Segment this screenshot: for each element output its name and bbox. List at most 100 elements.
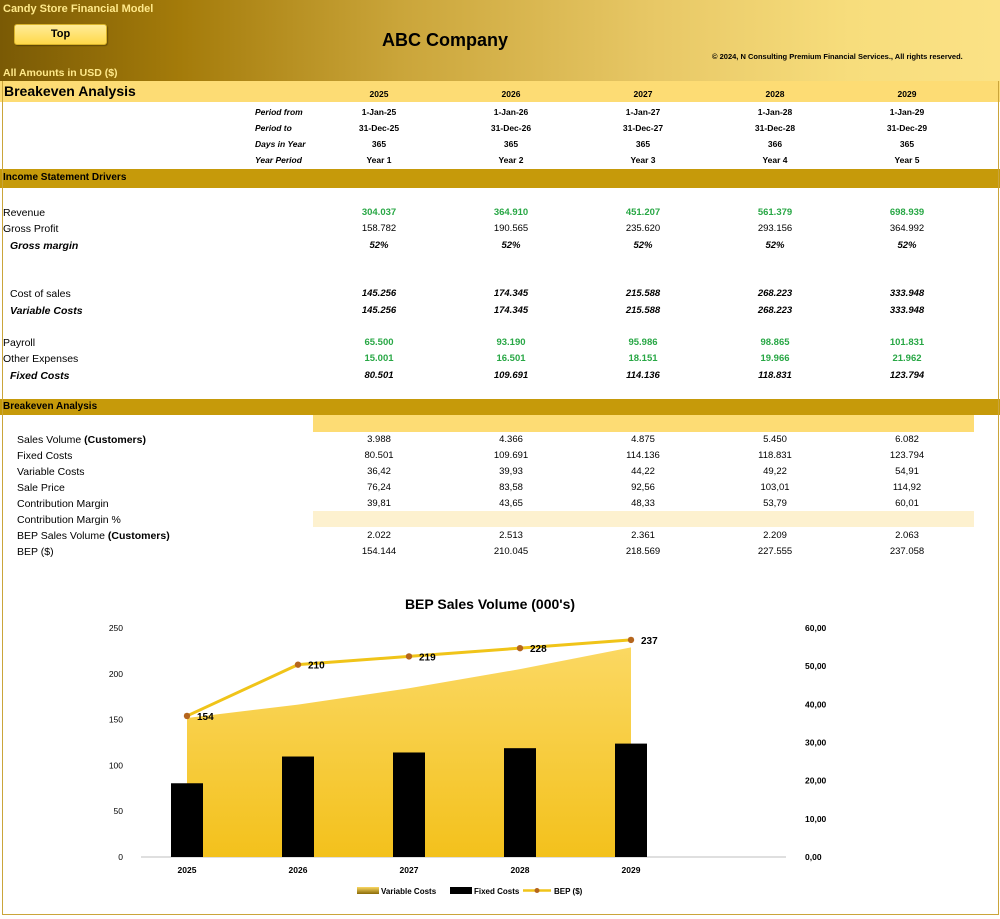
period-value: Year 1 bbox=[366, 155, 392, 165]
header-banner: Candy Store Financial Model Top ABC Comp… bbox=[0, 0, 1000, 81]
driver-row-label: Revenue bbox=[3, 207, 46, 219]
bea-value: 2.063 bbox=[895, 530, 919, 541]
bea-value: 218.569 bbox=[625, 546, 661, 557]
driver-value: 145.256 bbox=[361, 288, 397, 299]
driver-value: 268.223 bbox=[757, 305, 793, 316]
fixed-costs-bar bbox=[615, 743, 647, 857]
y-right-tick-label: 60,00 bbox=[805, 623, 827, 633]
driver-value: 215.588 bbox=[625, 288, 661, 299]
bea-row-label-text: Fixed Costs bbox=[17, 450, 73, 462]
driver-value: 333.948 bbox=[889, 288, 925, 299]
bea-value: 103,01 bbox=[760, 482, 790, 493]
x-category-label: 2029 bbox=[622, 865, 641, 875]
bea-value: 114.136 bbox=[626, 450, 660, 461]
driver-value: 101.831 bbox=[889, 337, 925, 348]
y-left-tick-label: 250 bbox=[109, 623, 123, 633]
period-value: 365 bbox=[371, 139, 387, 149]
bea-value: 43,65 bbox=[499, 498, 523, 509]
driver-value: 114.136 bbox=[626, 370, 660, 381]
driver-value: 158.782 bbox=[361, 223, 397, 234]
fixed-costs-bar bbox=[282, 756, 314, 857]
bep-data-label: 237 bbox=[641, 636, 658, 647]
chart-title: BEP Sales Volume (000's) bbox=[404, 596, 576, 612]
bea-value: 2.513 bbox=[499, 530, 523, 541]
x-category-label: 2027 bbox=[400, 865, 419, 875]
y-left-tick-label: 100 bbox=[109, 760, 123, 770]
bep-point bbox=[294, 661, 302, 668]
bea-value: 44,22 bbox=[631, 466, 655, 477]
legend-area-swatch bbox=[357, 887, 379, 894]
bea-value: 210.045 bbox=[493, 546, 529, 557]
bea-row-label-text: Sales Volume bbox=[17, 434, 85, 446]
driver-value: 561.379 bbox=[757, 207, 793, 218]
legend-label-variable: Variable Costs bbox=[381, 887, 437, 896]
company-name: ABC Company bbox=[381, 30, 508, 50]
legend-line-marker bbox=[534, 888, 540, 893]
driver-row-label: Gross Profit bbox=[3, 223, 59, 235]
variable-costs-area bbox=[187, 647, 631, 857]
bea-row-label: Contribution Margin bbox=[17, 498, 109, 510]
period-value: 31-Dec-27 bbox=[622, 123, 664, 133]
driver-value: 118.831 bbox=[758, 370, 792, 381]
bep-point bbox=[627, 636, 635, 644]
driver-value: 333.948 bbox=[889, 305, 925, 316]
bep-point bbox=[183, 712, 191, 720]
copyright-notice: © 2024, N Consulting Premium Financial S… bbox=[712, 52, 963, 61]
period-value: Year 5 bbox=[894, 155, 920, 165]
driver-value: 21.962 bbox=[892, 353, 922, 364]
bea-value: 2.022 bbox=[367, 530, 391, 541]
bea-year-header-band bbox=[313, 415, 974, 432]
breakeven-title-row: Breakeven Analysis bbox=[0, 81, 1000, 102]
driver-value: 52% bbox=[897, 240, 917, 251]
period-value: Year 2 bbox=[498, 155, 524, 165]
bea-row-label: Sales Volume (Customers) bbox=[17, 434, 146, 446]
bea-value: 48,33 bbox=[631, 498, 655, 509]
driver-value: 364.992 bbox=[889, 223, 925, 234]
driver-value: 174.345 bbox=[493, 288, 529, 299]
driver-value: 698.939 bbox=[889, 207, 925, 218]
bea-row-label-text: Contribution Margin bbox=[17, 498, 109, 510]
y-left-tick-label: 0 bbox=[118, 852, 123, 862]
driver-value: 235.620 bbox=[625, 223, 661, 234]
driver-row-label: Fixed Costs bbox=[10, 370, 70, 382]
legend-label-bep: BEP ($) bbox=[554, 887, 583, 896]
x-category-label: 2026 bbox=[289, 865, 308, 875]
section-title: Breakeven Analysis bbox=[3, 401, 98, 412]
bea-row-label-unit: (Customers) bbox=[84, 434, 146, 446]
driver-row-label: Variable Costs bbox=[10, 305, 83, 317]
bea-value: 92,56 bbox=[631, 482, 655, 493]
period-value: 1-Jan-29 bbox=[889, 107, 925, 117]
bea-value: 36,42 bbox=[367, 466, 391, 477]
bea-value: 4.875 bbox=[631, 434, 655, 445]
period-row-label: Year Period bbox=[255, 155, 302, 165]
bea-value: 76,24 bbox=[367, 482, 391, 493]
legend-label-fixed: Fixed Costs bbox=[474, 887, 520, 896]
driver-value: 145.256 bbox=[361, 305, 397, 316]
y-right-tick-label: 0,00 bbox=[805, 852, 822, 862]
driver-row-label: Gross margin bbox=[10, 240, 79, 252]
driver-value: 215.588 bbox=[625, 305, 661, 316]
top-button[interactable]: Top bbox=[14, 24, 107, 45]
bea-value: 3.988 bbox=[367, 434, 391, 445]
driver-value: 174.345 bbox=[493, 305, 529, 316]
bep-data-label: 154 bbox=[197, 712, 214, 723]
bea-row-label-unit: (Customers) bbox=[107, 530, 170, 542]
bea-value: 118.831 bbox=[758, 450, 792, 461]
bep-line bbox=[186, 638, 632, 718]
income-drivers-header: Income Statement Drivers bbox=[0, 169, 1000, 188]
driver-value: 123.794 bbox=[889, 370, 925, 381]
period-value: 1-Jan-28 bbox=[757, 107, 793, 117]
fixed-costs-bar bbox=[504, 748, 536, 857]
driver-value: 95.986 bbox=[628, 337, 658, 348]
fixed-costs-bar bbox=[171, 783, 203, 857]
period-value: 1-Jan-27 bbox=[625, 107, 661, 117]
driver-row-label: Cost of sales bbox=[10, 288, 71, 300]
period-value: 31-Dec-25 bbox=[358, 123, 400, 133]
bea-value: 83,58 bbox=[499, 482, 523, 493]
driver-value: 98.865 bbox=[760, 337, 790, 348]
driver-row-label: Other Expenses bbox=[3, 353, 79, 365]
bea-row-label: Fixed Costs bbox=[17, 450, 72, 462]
period-value: 365 bbox=[635, 139, 651, 149]
bea-row-label-text: BEP ($) bbox=[17, 546, 54, 558]
bea-value: 39,93 bbox=[499, 466, 523, 477]
